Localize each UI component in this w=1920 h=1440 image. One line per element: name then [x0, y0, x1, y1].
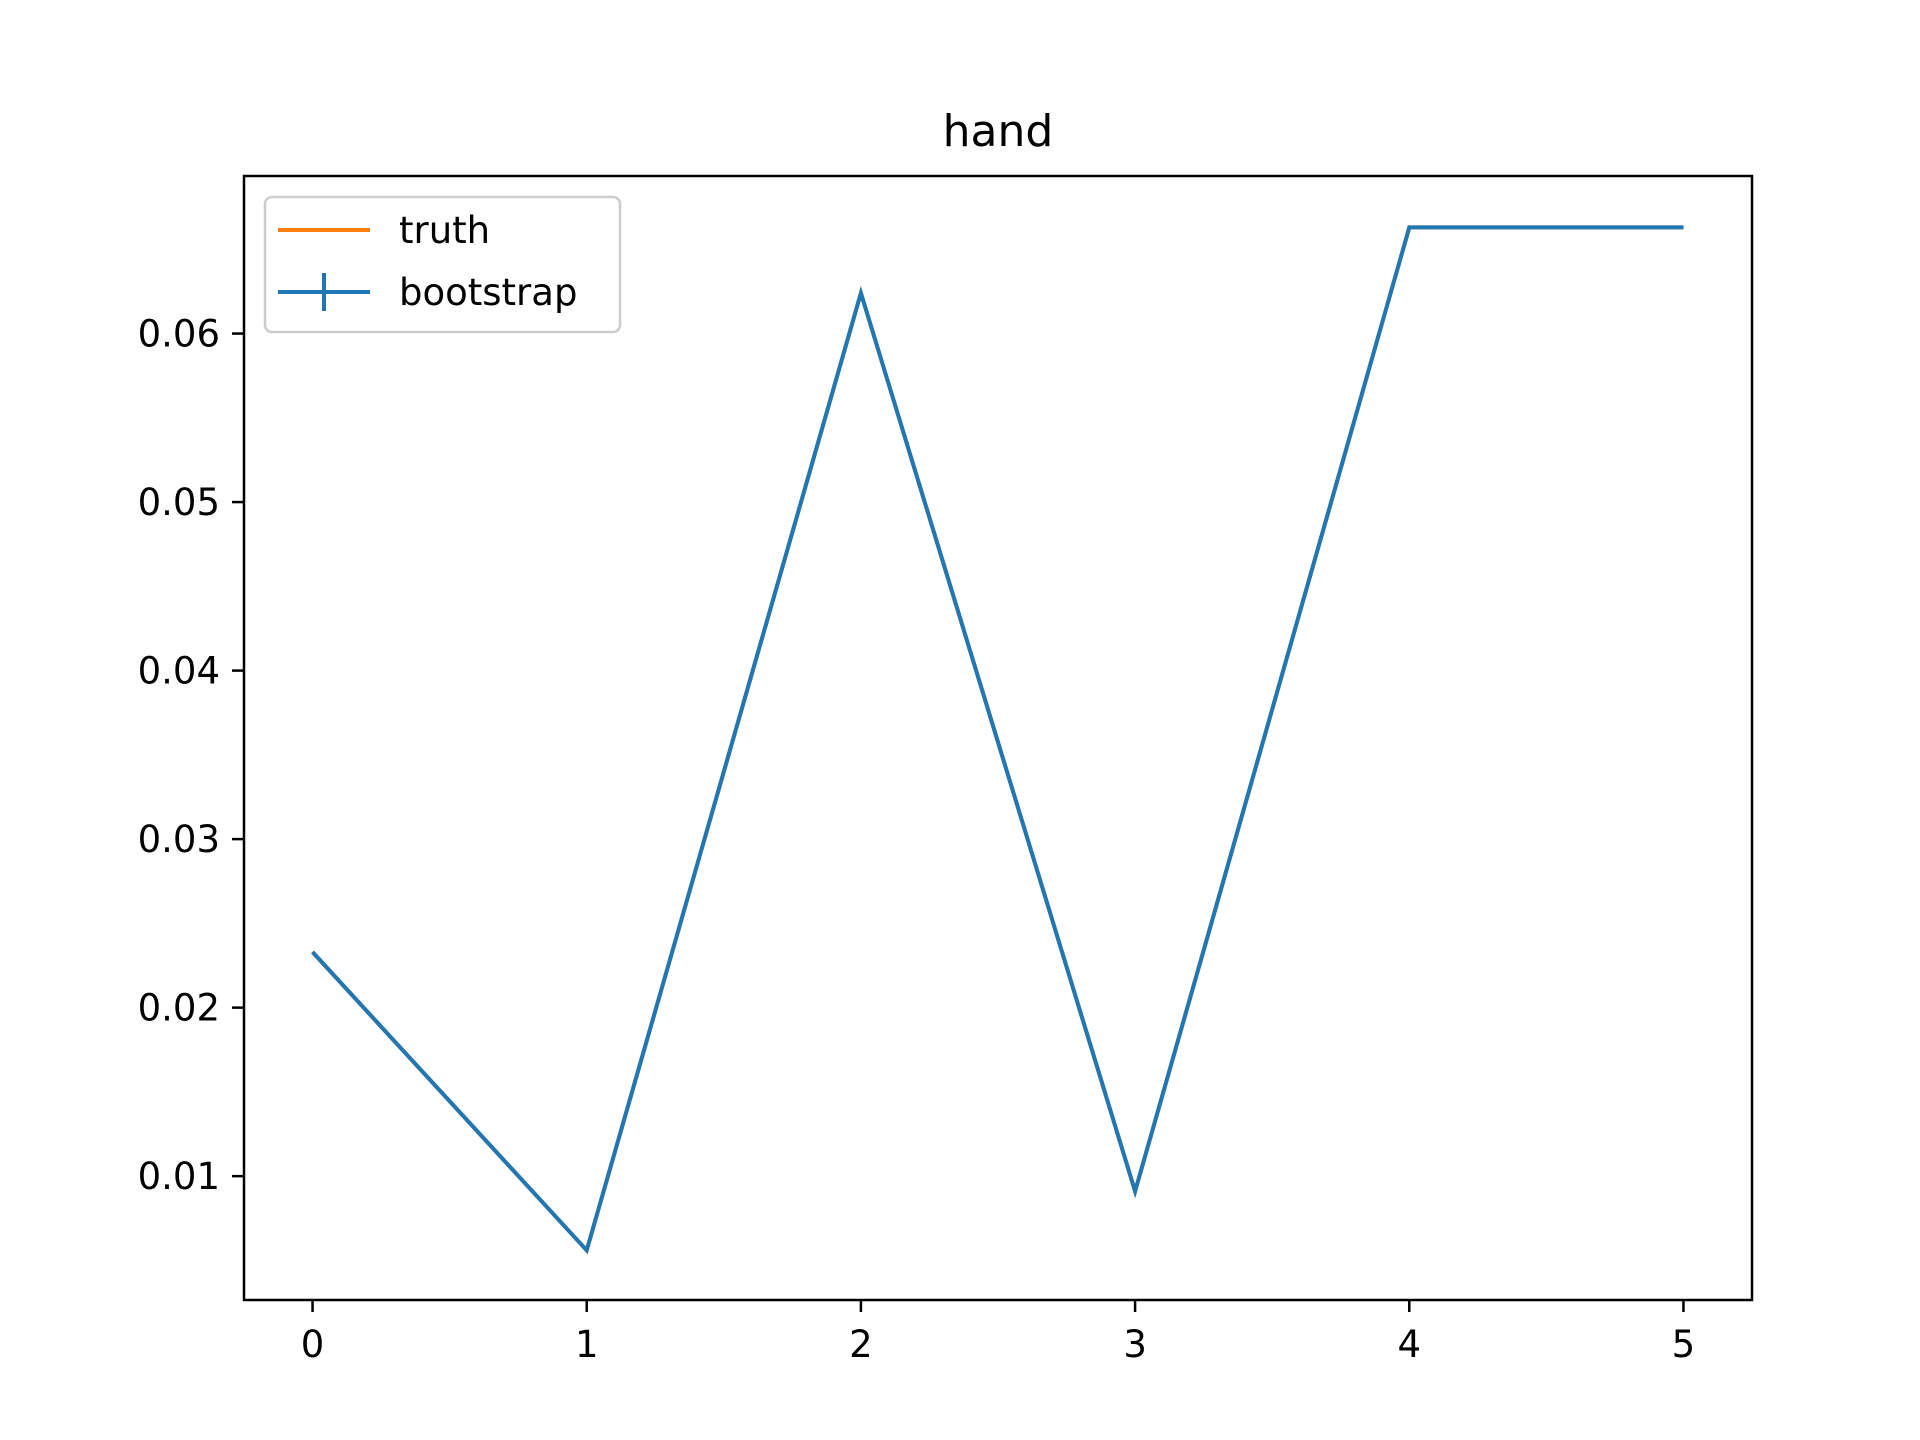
- series-layer: [311, 225, 1684, 1255]
- x-tick-label-1: 1: [575, 1323, 599, 1366]
- y-tick-label-1: 0.02: [138, 987, 220, 1030]
- y-tick-label-4: 0.05: [138, 481, 220, 524]
- x-axis: 0 1 2 3 4 5: [301, 1300, 1695, 1366]
- plot-frame: [242, 174, 1754, 1302]
- y-axis: 0.01 0.02 0.03 0.04 0.05 0.06: [138, 313, 244, 1198]
- y-tick-label-2: 0.03: [138, 818, 220, 861]
- y-tick-label-0: 0.01: [138, 1155, 220, 1198]
- x-tick-label-3: 3: [1123, 1323, 1147, 1366]
- y-tick-label-5: 0.06: [138, 313, 220, 356]
- x-tick-label-0: 0: [301, 1323, 325, 1366]
- legend: truth bootstrap: [263, 195, 622, 334]
- series-line-bootstrap: [311, 225, 1684, 1255]
- x-tick-label-5: 5: [1672, 1323, 1696, 1366]
- legend-label-bootstrap: bootstrap: [399, 271, 577, 314]
- x-tick-label-4: 4: [1397, 1323, 1421, 1366]
- legend-label-truth: truth: [399, 209, 490, 252]
- y-tick-label-3: 0.04: [138, 650, 220, 693]
- x-tick-label-2: 2: [849, 1323, 873, 1366]
- chart-title: hand: [943, 106, 1054, 157]
